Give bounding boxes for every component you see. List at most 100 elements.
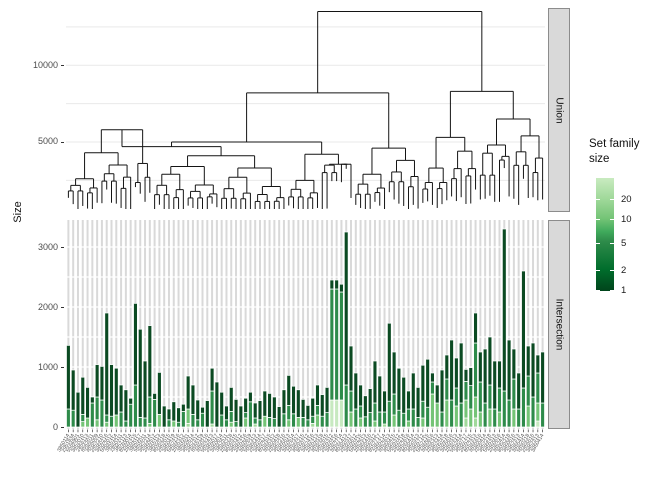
bar: [525, 345, 531, 428]
bar: [358, 384, 363, 428]
facet-strip-union-label: Union: [553, 96, 565, 124]
bar: [161, 405, 167, 428]
y-tick-label: 1000: [37, 361, 58, 372]
bar: [324, 387, 330, 428]
bar: [415, 387, 421, 428]
legend-tick-mark: [610, 219, 614, 220]
legend-tick-mark: [610, 198, 614, 200]
legend-tick-label: 5: [621, 238, 627, 249]
bar: [85, 387, 90, 428]
bar: [248, 391, 253, 428]
bar: [454, 357, 459, 428]
bar: [482, 348, 488, 428]
bar: [343, 231, 349, 428]
y-tick-mark: [61, 307, 64, 308]
bar: [109, 364, 114, 428]
bar: [243, 397, 248, 428]
legend-title-line2: size: [589, 152, 610, 165]
bar: [166, 408, 172, 428]
bar: [75, 391, 81, 428]
bar: [296, 389, 301, 428]
y-tick-mark: [61, 247, 64, 248]
legend-tick-label: 20: [621, 193, 632, 205]
y-tick-label: 2000: [37, 301, 58, 312]
bar: [118, 384, 124, 428]
bar: [114, 367, 119, 428]
bar: [205, 400, 210, 428]
bar: [367, 388, 373, 428]
bar: [478, 351, 483, 428]
bar: [391, 351, 397, 428]
bar: [70, 369, 76, 428]
bar: [224, 405, 229, 428]
bar: [372, 360, 378, 428]
legend-tick-mark: [610, 269, 614, 271]
bar: [401, 376, 406, 428]
intersection-panel: [66, 220, 545, 429]
bar: [511, 348, 517, 428]
x-tick-labels: 3850114295183455669013852010285611385620…: [56, 433, 545, 454]
y-axis-title: Size: [12, 201, 24, 223]
bar: [348, 345, 354, 428]
bar: [377, 375, 382, 428]
bar: [286, 375, 291, 428]
legend-tick-mark: [610, 243, 614, 244]
bar: [190, 384, 196, 428]
bar: [430, 372, 435, 428]
bar: [334, 279, 339, 428]
legend-tick-mark: [596, 289, 600, 291]
bar: [473, 312, 478, 428]
bar: [133, 303, 138, 428]
y-tick-label: 10000: [32, 59, 58, 70]
legend-tick-label: 1: [621, 284, 627, 296]
y-tick-label: 3000: [37, 241, 58, 252]
union-panel: [66, 11, 545, 209]
y-tick-mark: [61, 141, 64, 143]
bar: [80, 376, 86, 428]
bar: [516, 372, 521, 428]
bar: [530, 342, 536, 428]
bar: [281, 389, 287, 428]
bar: [449, 339, 454, 428]
bar: [411, 372, 416, 428]
legend-title: Set family size: [589, 137, 671, 167]
legend-colorbar: [596, 178, 614, 291]
bar: [272, 396, 277, 428]
bar: [497, 360, 502, 428]
bar: [502, 228, 507, 428]
legend-tick-mark: [596, 219, 600, 220]
bar: [147, 325, 153, 428]
bar: [406, 390, 411, 428]
bar: [229, 387, 234, 428]
y-tick-mark: [61, 65, 64, 67]
bar: [444, 354, 450, 428]
bar: [128, 397, 133, 428]
y-tick-mark: [61, 367, 64, 368]
bar: [353, 372, 359, 428]
legend-tick-mark: [596, 269, 600, 271]
y-tick-label: 5000: [37, 136, 58, 147]
bar: [363, 395, 368, 428]
bar: [219, 391, 224, 428]
bar: [238, 405, 244, 428]
bar: [267, 393, 272, 428]
legend: Set family size 20 10 5 2 1: [589, 137, 671, 312]
facet-strip-intersection: Intersection: [548, 220, 570, 429]
bar: [291, 385, 296, 428]
bar: [387, 322, 392, 428]
bar: [315, 384, 320, 428]
bar: [463, 369, 469, 428]
bar: [171, 401, 177, 428]
bar: [195, 399, 200, 428]
bar: [99, 366, 105, 428]
bar: [540, 351, 545, 428]
bar: [339, 283, 344, 428]
facet-strip-union: Union: [548, 8, 570, 212]
bar: [468, 367, 474, 428]
bar: [262, 390, 268, 428]
x-axis: 3850114295183455669013852010285611385620…: [56, 429, 546, 454]
legend-tick-label: 10: [621, 214, 632, 225]
bar: [257, 400, 263, 428]
bar: [276, 406, 282, 428]
